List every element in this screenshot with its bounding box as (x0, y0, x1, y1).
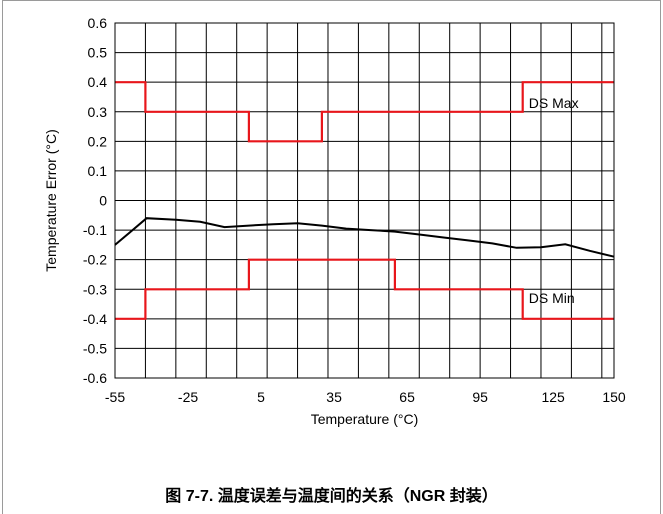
y-axis-title: Temperature Error (°C) (43, 129, 59, 272)
y-tick-label: 0.3 (88, 104, 108, 120)
y-tick-label: -0.1 (83, 222, 107, 238)
y-tick-labels: 0.6 0.5 0.4 0.3 0.2 0.1 0 -0.1 -0.2 -0.3 -0.4 -0.5 -… (83, 15, 107, 386)
annotation-label: DS Min (529, 290, 575, 306)
ds-min-series-line (115, 258, 614, 320)
y-tick-label: -0.2 (83, 252, 107, 268)
chart: 0.6 0.5 0.4 0.3 0.2 0.1 0 -0.1 -0.2 -0.3 -0.4 -0.5 -… (43, 15, 626, 427)
measured-series-line (114, 217, 615, 258)
x-tick-label: 5 (257, 389, 265, 405)
x-tick-label: 35 (326, 389, 342, 405)
x-tick-label: 95 (472, 389, 488, 405)
x-tick-label: 65 (399, 389, 415, 405)
x-tick-label: -55 (105, 389, 125, 405)
y-tick-label: 0.1 (88, 163, 108, 179)
annotation-label: DS Max (529, 95, 579, 111)
y-tick-label: 0.4 (88, 74, 108, 90)
x-tick-label: -25 (178, 389, 198, 405)
y-tick-label: -0.6 (83, 370, 107, 386)
y-tick-label: 0.6 (88, 15, 108, 31)
x-tick-label: 125 (541, 389, 565, 405)
y-tick-label: 0 (99, 193, 107, 209)
x-tick-labels: -55 -25 5 35 65 95 125 150 (105, 389, 626, 405)
plot-area (114, 22, 615, 379)
y-tick-label: 0.2 (88, 133, 108, 149)
x-axis-title: Temperature (°C) (311, 411, 419, 427)
annotations: DS Max DS Min (529, 95, 579, 306)
y-tick-label: 0.5 (88, 45, 108, 61)
series-group (114, 81, 615, 320)
grid (115, 22, 614, 379)
y-tick-label: -0.3 (83, 281, 107, 297)
x-tick-label: 150 (602, 389, 626, 405)
ds-max-series-line (115, 81, 614, 143)
y-tick-label: -0.5 (83, 340, 107, 356)
figure-caption: 图 7-7. 温度误差与温度间的关系（NGR 封装） (165, 488, 498, 505)
y-tick-label: -0.4 (83, 311, 107, 327)
